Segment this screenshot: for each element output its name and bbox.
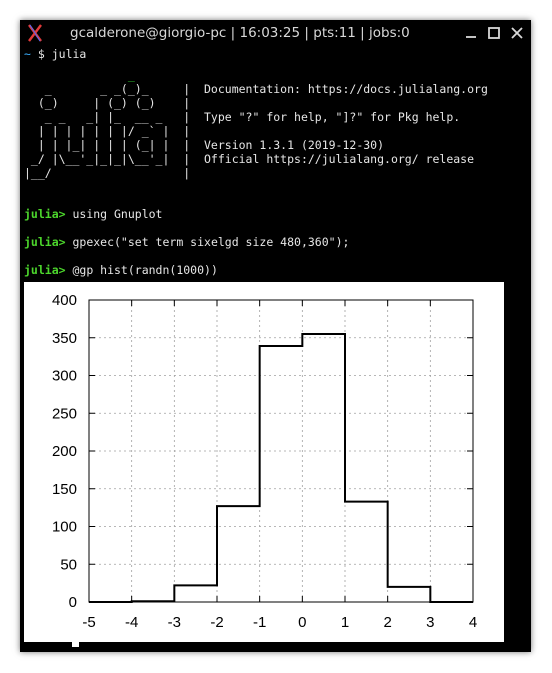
window-title: gcalderone@giorgio-pc | 16:03:25 | pts:1… bbox=[70, 25, 410, 41]
y-tick-label: 300 bbox=[52, 368, 77, 385]
x-tick-label: 4 bbox=[469, 614, 477, 631]
x-tick-label: 0 bbox=[298, 614, 306, 631]
y-tick-labels: 0 50 100 150 200 250 300 350 400 bbox=[52, 292, 77, 611]
banner-line-3: (_) | (_) (_) | bbox=[24, 96, 191, 110]
command-line-2: julia> gpexec("set term sixelgd size 480… bbox=[24, 235, 350, 249]
x-tick-label: 2 bbox=[383, 614, 391, 631]
x-tick-label: 3 bbox=[426, 614, 434, 631]
y-tick-label: 100 bbox=[52, 519, 77, 536]
x-tick-label: -1 bbox=[253, 614, 266, 631]
command-line-3: julia> @gp hist(randn(1000)) bbox=[24, 263, 218, 277]
shell-tilde: ~ bbox=[24, 47, 31, 61]
plot-ticks bbox=[88, 299, 474, 603]
y-tick-label: 350 bbox=[52, 330, 77, 347]
y-tick-label: 50 bbox=[60, 556, 77, 573]
banner-line-4: _ _ _| |_ __ _ | Type "?" for help, "]?"… bbox=[24, 110, 461, 124]
banner-line-7: _/ |\__'_|_|_|\__'_| | Official https://… bbox=[24, 152, 475, 166]
maximize-icon[interactable] bbox=[485, 24, 503, 42]
banner-line-5: | | | | | | |/ _` | | bbox=[24, 124, 191, 138]
shell-command: $ julia bbox=[37, 47, 87, 61]
y-tick-label: 200 bbox=[52, 443, 77, 460]
terminal-output[interactable]: ~ $ julia _ _ _ _(_)_ | Documentation: h… bbox=[20, 46, 531, 652]
histogram-steps bbox=[89, 332, 473, 603]
minimize-icon[interactable] bbox=[462, 24, 480, 42]
x-tick-labels: -5 -4 -3 -2 -1 0 1 2 3 4 bbox=[82, 614, 477, 631]
banner-line-8: |__/ | bbox=[24, 166, 191, 180]
y-tick-label: 250 bbox=[52, 405, 77, 422]
x-tick-label: 1 bbox=[341, 614, 349, 631]
shell-line: ~ $ julia bbox=[24, 47, 86, 61]
text-cursor bbox=[72, 634, 79, 647]
y-tick-label: 400 bbox=[52, 292, 77, 309]
x-tick-label: -3 bbox=[168, 614, 181, 631]
banner-line-2: _ _ _(_)_ | Documentation: https://docs.… bbox=[24, 82, 488, 96]
x-tick-label: -2 bbox=[210, 614, 223, 631]
banner-line-1: _ bbox=[24, 68, 135, 82]
app-x-icon bbox=[28, 24, 42, 42]
banner-line-6: | | |_| | | | (_| | | Version 1.3.1 (201… bbox=[24, 138, 385, 152]
julia-prompt: julia> bbox=[24, 263, 66, 277]
y-tick-label: 150 bbox=[52, 481, 77, 498]
histogram-plot: -5 -4 -3 -2 -1 0 1 2 3 4 0 50 100 150 200 250 300 350 400 bbox=[24, 282, 504, 642]
close-icon[interactable] bbox=[508, 24, 526, 42]
title-bar[interactable]: gcalderone@giorgio-pc | 16:03:25 | pts:1… bbox=[20, 20, 531, 46]
command-line-1: julia> using Gnuplot bbox=[24, 207, 163, 221]
x-tick-label: -5 bbox=[82, 614, 95, 631]
julia-prompt: julia> bbox=[24, 235, 66, 249]
x-tick-label: -4 bbox=[125, 614, 138, 631]
terminal-window: gcalderone@giorgio-pc | 16:03:25 | pts:1… bbox=[20, 20, 531, 652]
y-tick-label: 0 bbox=[69, 594, 77, 611]
julia-prompt: julia> bbox=[24, 207, 66, 221]
